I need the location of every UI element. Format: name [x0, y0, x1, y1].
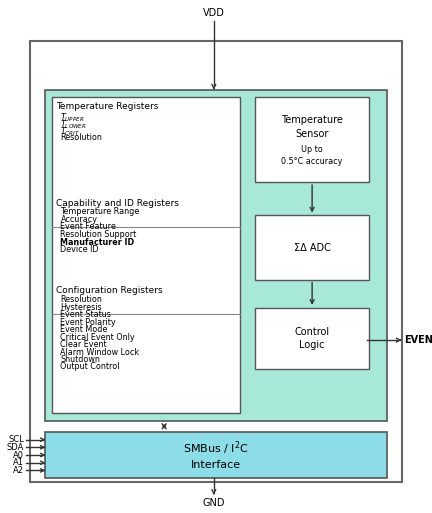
Text: Up to
0.5°C accuracy: Up to 0.5°C accuracy: [281, 145, 343, 166]
Text: Resolution: Resolution: [60, 295, 102, 305]
Text: SMBus / I$^2$C
Interface: SMBus / I$^2$C Interface: [183, 440, 249, 470]
Text: A0: A0: [13, 450, 24, 460]
Text: A2: A2: [13, 466, 24, 475]
Text: SDA: SDA: [6, 443, 24, 452]
Text: Hysteresis: Hysteresis: [60, 303, 102, 312]
Text: SCL: SCL: [8, 435, 24, 444]
Bar: [52, 97, 240, 413]
Text: ΣΔ ADC: ΣΔ ADC: [294, 243, 330, 252]
Bar: [30, 41, 402, 482]
Bar: [45, 432, 387, 478]
Text: Temperature
Sensor: Temperature Sensor: [281, 115, 343, 139]
Text: Event Status: Event Status: [60, 310, 111, 320]
Text: GND: GND: [203, 498, 225, 507]
Text: Event Mode: Event Mode: [60, 325, 108, 334]
Text: $T_{LOWER}$: $T_{LOWER}$: [60, 119, 87, 131]
Text: Control
Logic: Control Logic: [295, 327, 330, 350]
Text: $T_{UPPER}$: $T_{UPPER}$: [60, 111, 85, 124]
Text: EVENT: EVENT: [404, 335, 432, 345]
Text: Configuration Registers: Configuration Registers: [56, 286, 163, 295]
Text: Temperature Range: Temperature Range: [60, 207, 140, 216]
Text: Shutdown: Shutdown: [60, 355, 100, 364]
Text: Resolution Support: Resolution Support: [60, 230, 137, 239]
Bar: [255, 97, 369, 182]
Text: A1: A1: [13, 458, 24, 467]
Text: Event Feature: Event Feature: [60, 223, 116, 231]
Text: Clear Event: Clear Event: [60, 340, 107, 349]
Text: Temperature Registers: Temperature Registers: [56, 102, 159, 111]
Text: Device ID: Device ID: [60, 245, 99, 254]
Text: Resolution: Resolution: [60, 133, 102, 142]
Bar: [45, 90, 387, 421]
Text: Event Polarity: Event Polarity: [60, 318, 116, 327]
Text: Critical Event Only: Critical Event Only: [60, 333, 135, 342]
Bar: [255, 308, 369, 369]
Text: $T_{CRIT}$: $T_{CRIT}$: [60, 126, 81, 138]
Text: Manufacturer ID: Manufacturer ID: [60, 238, 135, 247]
Text: Accuracy: Accuracy: [60, 215, 98, 224]
Bar: [255, 215, 369, 280]
Text: Output Control: Output Control: [60, 362, 120, 371]
Text: VDD: VDD: [203, 8, 225, 18]
Text: Alarm Window Lock: Alarm Window Lock: [60, 348, 140, 357]
Text: Capability and ID Registers: Capability and ID Registers: [56, 199, 179, 208]
